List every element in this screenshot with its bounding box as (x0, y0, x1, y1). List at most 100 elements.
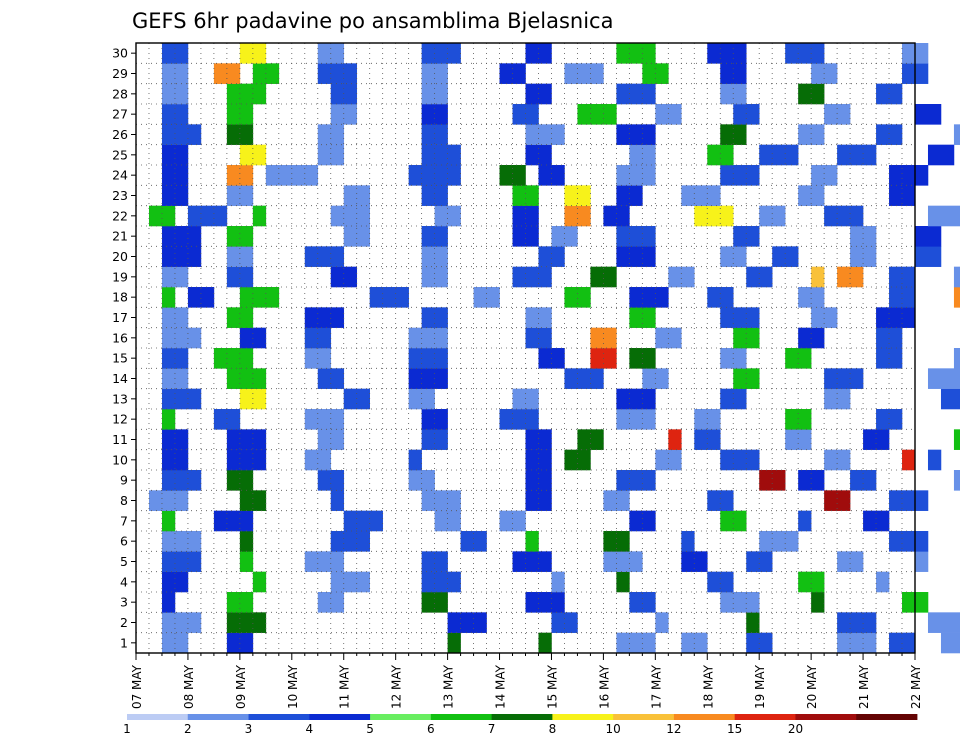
precip-cell (512, 205, 539, 227)
precip-cell (421, 144, 461, 166)
precip-cell (616, 571, 630, 593)
precip-cell (499, 165, 526, 186)
legend-label: 20 (788, 722, 803, 736)
x-tick-label: 14 MAY (494, 664, 508, 709)
precip-cell (330, 531, 370, 552)
precip-cell (629, 307, 656, 328)
legend-label: 2 (184, 722, 192, 736)
precip-cell (603, 490, 630, 511)
precip-cell (940, 388, 960, 410)
precip-cell (304, 551, 345, 572)
precip-cell (876, 571, 890, 593)
precip-cell (226, 104, 254, 125)
precip-cell (876, 409, 903, 430)
precip-cell (915, 551, 929, 572)
legend-swatch (430, 714, 493, 720)
precip-cell (616, 165, 656, 186)
precip-cell (330, 266, 358, 288)
precip-cell (953, 287, 960, 308)
precip-cell (629, 144, 656, 166)
precip-cell (343, 510, 383, 532)
precip-cell (447, 632, 461, 654)
x-tick-label: 08 MAY (182, 664, 196, 709)
precip-cell (746, 266, 773, 288)
precip-cell (577, 104, 617, 125)
y-tick-label: 15 (112, 351, 128, 366)
precip-cell (512, 185, 539, 206)
precip-cell (681, 551, 708, 572)
precip-cell (421, 490, 461, 511)
precip-cell (720, 246, 747, 267)
legend-label: 5 (366, 722, 374, 736)
precip-cell (889, 490, 929, 511)
precip-cell (746, 632, 773, 654)
precip-cell (226, 449, 267, 471)
precip-cell (161, 531, 202, 552)
precip-cell (421, 43, 461, 64)
precip-cell (603, 205, 630, 227)
precip-cell (161, 226, 202, 247)
legend-label: 10 (606, 722, 621, 736)
precip-cell (720, 510, 747, 532)
precip-cell (564, 449, 591, 471)
heatmap-cells (148, 43, 960, 654)
precip-cell (525, 307, 552, 328)
precip-cell (940, 632, 960, 654)
precip-cell (161, 449, 189, 471)
precip-cell (889, 266, 916, 288)
precip-cell (720, 165, 760, 186)
precip-cell (161, 327, 202, 349)
precip-cell (421, 226, 448, 247)
precip-cell (434, 205, 461, 227)
y-tick-label: 12 (112, 412, 128, 427)
precip-cell (655, 612, 669, 633)
precip-cell (343, 226, 370, 247)
precip-cell (824, 449, 851, 471)
color-legend: 1 2 3 4 5 6 7 8 10 12 15 20 (123, 714, 918, 736)
precip-cell (616, 388, 656, 410)
y-tick-label: 10 (112, 452, 128, 467)
precip-cell (304, 246, 345, 267)
precip-cell (629, 510, 656, 532)
precip-cell (538, 246, 565, 267)
precip-cell (824, 104, 851, 125)
precip-cell (681, 632, 708, 654)
x-tick-label: 19 MAY (753, 664, 767, 709)
precip-cell (161, 612, 202, 633)
precip-cell (915, 104, 942, 125)
precip-cell (824, 368, 864, 389)
precip-cell (226, 246, 254, 267)
precip-cell (889, 287, 916, 308)
precip-cell (772, 246, 799, 267)
precip-cell (538, 632, 552, 654)
legend-swatch (491, 714, 553, 720)
precip-cell (512, 266, 552, 288)
precip-cell (343, 185, 370, 206)
precip-cell (927, 144, 955, 166)
precip-cell (953, 124, 960, 145)
precip-cell (161, 307, 189, 328)
x-tick-label: 13 MAY (442, 664, 456, 709)
precip-cell (226, 429, 267, 450)
x-tick-label: 07 MAY (130, 664, 144, 709)
precip-cell (811, 165, 838, 186)
precip-cell (733, 327, 760, 349)
precip-cell (811, 592, 825, 613)
precip-cell (759, 144, 799, 166)
x-tick-label: 12 MAY (390, 664, 404, 709)
precip-cell (213, 510, 254, 532)
legend-swatch (309, 714, 371, 720)
legend-swatch (552, 714, 614, 720)
precip-cell (317, 63, 358, 84)
precip-cell (161, 510, 176, 532)
y-tick-label: 11 (112, 432, 128, 447)
precip-cell (915, 226, 942, 247)
precip-cell (226, 165, 254, 186)
precip-cell (668, 266, 695, 288)
precip-cell (863, 510, 890, 532)
precip-cell (681, 185, 721, 206)
legend-label: 6 (427, 722, 435, 736)
precip-cell (876, 307, 916, 328)
precip-cell (616, 632, 656, 654)
legend-swatch (370, 714, 432, 720)
